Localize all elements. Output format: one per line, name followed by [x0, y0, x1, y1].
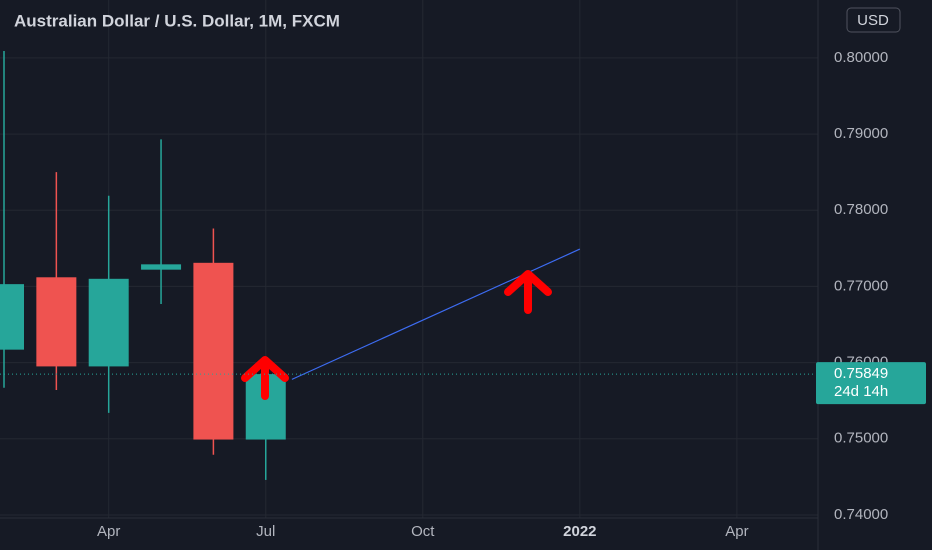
- y-tick-label: 0.75000: [834, 430, 888, 447]
- y-tick-label: 0.80000: [834, 49, 888, 66]
- candle-body: [0, 284, 24, 350]
- x-tick-label: 2022: [563, 523, 596, 540]
- trend-line: [291, 248, 581, 380]
- y-tick-label: 0.77000: [834, 277, 888, 294]
- x-tick-label: Oct: [411, 523, 435, 540]
- last-price-label: 0.75849: [834, 365, 888, 382]
- currency-label[interactable]: USD: [857, 12, 889, 29]
- y-tick-label: 0.79000: [834, 125, 888, 142]
- currency-button[interactable]: [846, 7, 901, 33]
- last-price-box: [816, 362, 926, 405]
- countdown-label: 24d 14h: [834, 383, 888, 400]
- marks: [0, 51, 581, 480]
- candle-body: [193, 262, 234, 440]
- candle-body: [36, 277, 77, 367]
- grid: [0, 0, 818, 518]
- x-tick-label: Jul: [256, 523, 275, 540]
- candle-body: [141, 264, 182, 270]
- arrow-drawing: [241, 356, 289, 400]
- candle-body: [88, 278, 129, 367]
- y-tick-label: 0.74000: [834, 506, 888, 523]
- x-tick-label: Apr: [97, 523, 120, 540]
- x-tick-label: Apr: [725, 523, 748, 540]
- arrow-drawing: [504, 270, 552, 314]
- chart-title: Australian Dollar / U.S. Dollar, 1M, FXC…: [14, 11, 340, 30]
- y-tick-label: 0.78000: [834, 201, 888, 218]
